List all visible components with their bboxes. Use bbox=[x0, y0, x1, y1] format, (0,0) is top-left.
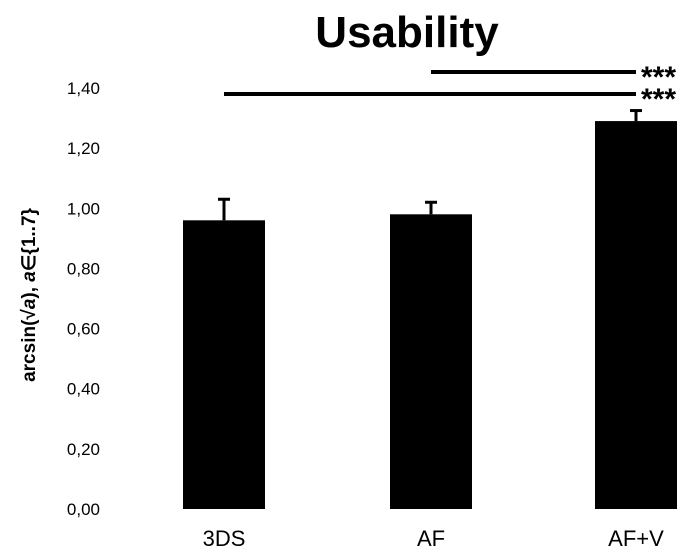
y-axis-label-part: ), bbox=[19, 282, 40, 299]
y-axis-label-part: a bbox=[19, 298, 40, 309]
bars bbox=[183, 121, 677, 510]
y-axis-ticks: 0,00 0,20 0,40 0,60 0,80 1,00 1,20 1,40 bbox=[67, 79, 100, 519]
significance-stars: *** bbox=[641, 61, 676, 94]
error-bars bbox=[218, 109, 642, 221]
y-tick-label: 0,60 bbox=[67, 320, 100, 339]
x-category-label: 3DS bbox=[203, 526, 246, 551]
y-axis-label-part: a bbox=[19, 271, 40, 282]
bar bbox=[390, 214, 472, 510]
y-tick-label: 1,20 bbox=[67, 139, 100, 158]
y-tick-label: 1,40 bbox=[67, 79, 100, 98]
bar bbox=[183, 220, 265, 510]
y-axis-label: arcsin(√a), a∈{1..7} bbox=[19, 207, 40, 381]
x-category-label: AF bbox=[417, 526, 445, 551]
y-tick-label: 0,00 bbox=[67, 500, 100, 519]
significance-markers: ****** bbox=[224, 61, 676, 116]
bar bbox=[595, 121, 677, 509]
y-tick-label: 0,80 bbox=[67, 259, 100, 278]
y-tick-label: 1,00 bbox=[67, 199, 100, 218]
x-axis-categories: 3DS AF AF+V bbox=[203, 526, 665, 551]
y-axis-label-part: ∈{1..7} bbox=[19, 207, 40, 271]
chart-title: Usability bbox=[315, 8, 499, 57]
x-category-label: AF+V bbox=[608, 526, 664, 551]
y-tick-label: 0,20 bbox=[67, 440, 100, 459]
y-axis-label-part: arcsin(√ bbox=[19, 309, 40, 382]
y-tick-label: 0,40 bbox=[67, 380, 100, 399]
significance-stars: *** bbox=[641, 83, 676, 116]
